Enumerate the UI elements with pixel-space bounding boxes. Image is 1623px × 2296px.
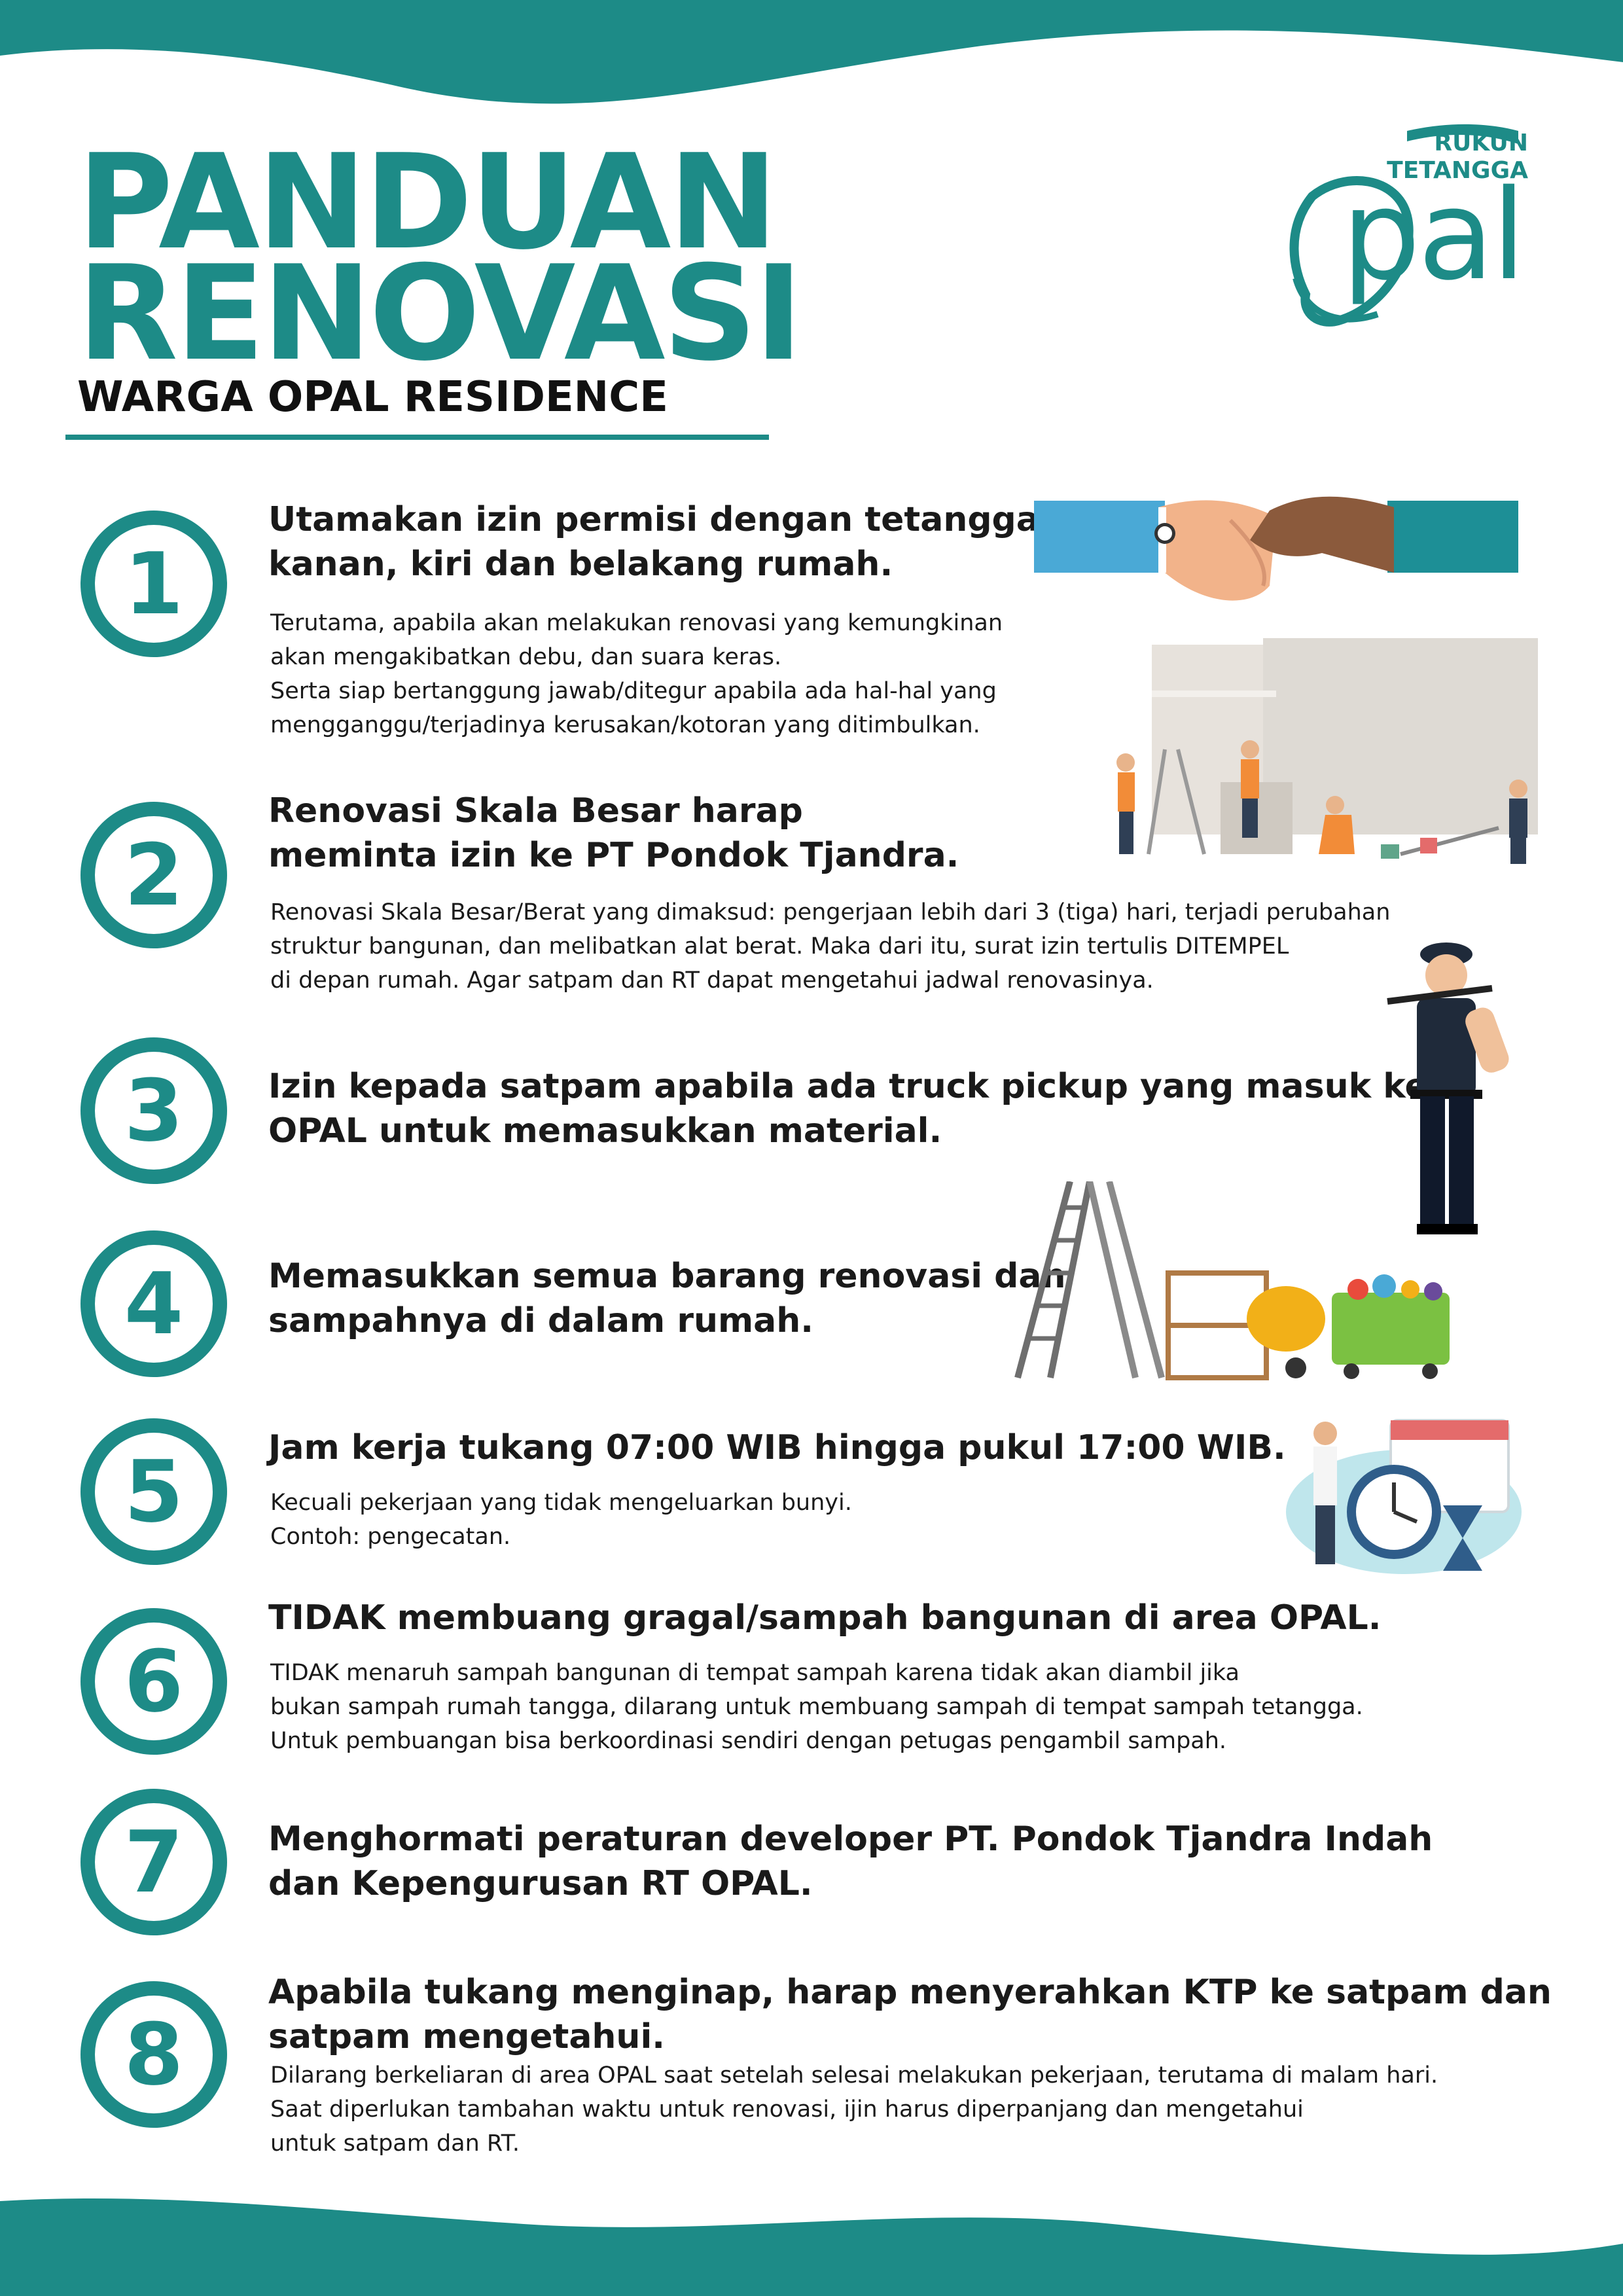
subtitle-underline xyxy=(65,435,769,440)
badge-number: 5 xyxy=(124,1442,184,1541)
number-badge-7: 7 xyxy=(77,1785,230,1939)
ladder-mixer-bin-illustration-icon xyxy=(1014,1181,1450,1380)
rule-body: Kecuali pekerjaan yang tidak mengeluarka… xyxy=(270,1490,852,1550)
badge-number: 4 xyxy=(124,1254,184,1354)
rule-body: Renovasi Skala Besar/Berat yang dimaksud… xyxy=(270,899,1391,994)
opal-logo: RUKUN TETANGGA pal xyxy=(1266,118,1528,334)
rule-heading: Apabila tukang menginap, harap menyerahk… xyxy=(268,1973,1552,2056)
rule-heading: Memasukkan semua barang renovasi dan sam… xyxy=(268,1257,1066,1340)
badge-ring-icon xyxy=(80,511,227,657)
top-wave-decoration xyxy=(0,0,1623,104)
rule-body: Dilarang berkeliaran di area OPAL saat s… xyxy=(270,2062,1438,2157)
rule-body: Terutama, apabila akan melakukan renovas… xyxy=(270,610,1003,738)
page-subtitle: WARGA OPAL RESIDENCE xyxy=(77,373,668,422)
badge-ring-icon xyxy=(80,1981,227,2128)
construction-workers-illustration-icon xyxy=(1116,638,1538,864)
logo-wordmark: pal xyxy=(1342,163,1526,308)
number-badge-5: 5 xyxy=(77,1415,230,1568)
logo-line-2: TETANGGA xyxy=(1387,157,1528,184)
title-line-1: PANDUAN xyxy=(77,126,778,279)
badge-ring-icon xyxy=(80,1230,227,1377)
number-badge-4: 4 xyxy=(77,1227,230,1380)
rule-heading: Jam kerja tukang 07:00 WIB hingga pukul … xyxy=(268,1428,1286,1467)
badge-number: 2 xyxy=(124,825,184,925)
badge-ring-icon xyxy=(80,1037,227,1184)
rule-heading: Menghormati peraturan developer PT. Pond… xyxy=(268,1820,1433,1903)
badge-number: 3 xyxy=(124,1061,184,1160)
badge-ring-icon xyxy=(80,1418,227,1565)
badge-number: 6 xyxy=(124,1632,184,1731)
rule-body: TIDAK menaruh sampah bangunan di tempat … xyxy=(270,1660,1363,1754)
number-badge-3: 3 xyxy=(77,1034,230,1187)
badge-number: 7 xyxy=(124,1812,184,1912)
logo-tagline: RUKUN TETANGGA xyxy=(1387,130,1528,185)
page-title: PANDUAN RENOVASI xyxy=(77,126,803,390)
security-guard-illustration-icon xyxy=(1387,942,1509,1234)
badge-ring-icon xyxy=(80,1789,227,1935)
bottom-wave-decoration xyxy=(0,2198,1623,2296)
opal-logo-mark-icon xyxy=(1289,124,1518,327)
badge-number: 8 xyxy=(124,2005,184,2104)
rule-heading: Izin kepada satpam apabila ada truck pic… xyxy=(268,1067,1428,1151)
number-badge-8: 8 xyxy=(77,1978,230,2131)
number-badge-6: 6 xyxy=(77,1605,230,1758)
rule-heading: Renovasi Skala Besar harap meminta izin … xyxy=(268,791,959,875)
badge-ring-icon xyxy=(80,802,227,948)
badge-number: 1 xyxy=(124,534,184,634)
clock-schedule-illustration-icon xyxy=(1286,1419,1522,1574)
number-badge-1: 1 xyxy=(77,507,230,660)
rule-heading: TIDAK membuang gragal/sampah bangunan di… xyxy=(268,1598,1382,1638)
title-line-2: RENOVASI xyxy=(77,238,803,390)
rule-heading: Utamakan izin permisi dengan tetangga ka… xyxy=(268,500,1039,584)
badge-ring-icon xyxy=(80,1608,227,1755)
number-badge-2: 2 xyxy=(77,798,230,952)
handshake-illustration-icon xyxy=(1034,496,1518,601)
logo-line-1: RUKUN xyxy=(1434,130,1528,156)
